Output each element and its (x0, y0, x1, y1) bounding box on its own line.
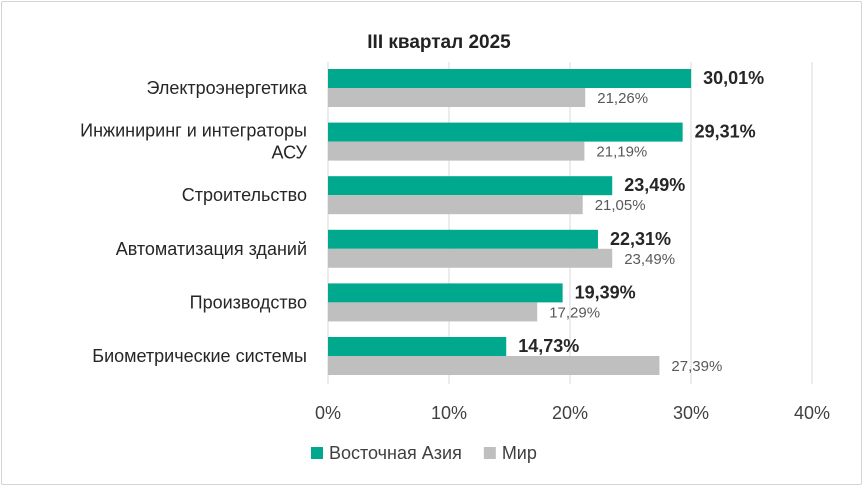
data-label-east-asia: 14,73% (518, 336, 579, 356)
data-label-world: 21,05% (595, 197, 646, 214)
data-label-east-asia: 23,49% (624, 175, 685, 195)
category-label: Инжиниринг и интеграторы (80, 121, 307, 141)
category-labels: Электроэнергетика Инжиниринг и интегратор… (80, 78, 308, 366)
x-axis-ticks: 0% 10% 20% 30% 40% (315, 403, 830, 423)
legend-swatch-world (483, 447, 496, 459)
bar-world (328, 195, 583, 215)
bar-world (328, 356, 660, 375)
data-labels: 30,01% 21,26% 29,31% 21,19% 23,49% 21,05% 22,3… (518, 68, 764, 375)
data-label-world: 27,39% (671, 358, 722, 375)
x-tick-label: 10% (431, 403, 467, 423)
data-label-world: 23,49% (624, 251, 675, 268)
category-label: Производство (190, 292, 307, 312)
data-label-east-asia: 22,31% (610, 229, 671, 249)
category-label: Электроэнергетика (146, 78, 307, 98)
bar-world (328, 141, 585, 161)
bar-east-asia (328, 337, 507, 356)
bar-east-asia (328, 283, 563, 303)
category-label: Биометрические системы (92, 346, 307, 366)
bar-east-asia (328, 229, 598, 249)
data-label-east-asia: 30,01% (703, 68, 764, 88)
bar-world (328, 302, 538, 322)
bar-east-asia (328, 69, 692, 88)
bar-world (328, 248, 613, 268)
legend: Восточная Азия Мир (311, 443, 537, 463)
data-label-east-asia: 19,39% (575, 282, 636, 302)
legend-label-world: Мир (502, 443, 537, 463)
bars (328, 69, 692, 375)
bar-world (328, 88, 586, 107)
chart-title: III квартал 2025 (367, 32, 511, 53)
gridlines (327, 62, 813, 384)
category-label: Автоматизация зданий (116, 239, 307, 259)
data-label-world: 17,29% (549, 304, 600, 321)
x-tick-label: 20% (552, 403, 588, 423)
legend-swatch-east-asia (311, 447, 323, 459)
data-label-world: 21,19% (596, 144, 647, 161)
data-label-east-asia: 29,31% (695, 122, 756, 142)
bar-east-asia (328, 122, 683, 142)
legend-label-east-asia: Восточная Азия (329, 443, 462, 463)
x-tick-label: 0% (315, 403, 341, 423)
x-tick-label: 40% (794, 403, 830, 423)
x-tick-label: 30% (673, 403, 709, 423)
category-label: АСУ (272, 143, 308, 163)
data-label-world: 21,26% (597, 90, 648, 107)
bar-east-asia (328, 176, 613, 196)
category-label: Строительство (182, 185, 307, 205)
